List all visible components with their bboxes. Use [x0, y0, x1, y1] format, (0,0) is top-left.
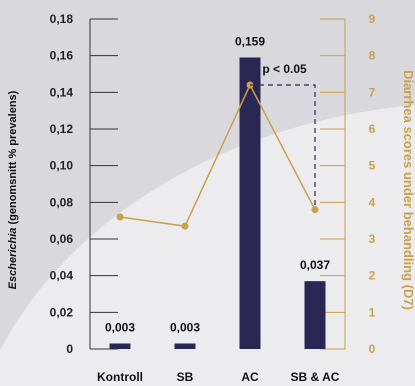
y-axis-label-right: Diarrhea scores under behandling (D7) [401, 70, 415, 310]
right-tick-label: 2 [369, 269, 376, 283]
bar-data-label: 0,159 [235, 35, 265, 49]
right-axis: 0 1 2 3 4 5 6 7 8 9 [320, 12, 376, 356]
left-tick-label: 0,10 [50, 159, 74, 173]
category-label: SB [177, 370, 194, 384]
left-tick-label: 0,12 [50, 122, 74, 136]
bar-data-label: 0,037 [300, 258, 330, 272]
line-point [116, 213, 124, 221]
category-labels: Kontroll SB AC SB & AC [97, 370, 340, 384]
left-tick-label: 0,02 [50, 305, 74, 319]
left-tick-label: 0,16 [50, 49, 74, 63]
bars [109, 57, 326, 349]
bar-data-label: 0,003 [105, 321, 135, 335]
left-tick-label: 0,04 [50, 269, 74, 283]
category-label: Kontroll [97, 370, 143, 384]
data-labels: 0,003 0,003 0,159 0,037 [105, 35, 330, 335]
bar [304, 281, 326, 349]
right-tick-label: 3 [369, 232, 376, 246]
category-label: AC [241, 370, 259, 384]
line-point [181, 222, 189, 230]
line-point [311, 206, 319, 214]
y-axis-label-left-rest: (genomsnitt % prevalens) [7, 90, 19, 227]
right-tick-label: 8 [369, 49, 376, 63]
line-series [116, 81, 319, 230]
line-path [119, 83, 316, 227]
right-tick-label: 4 [369, 195, 376, 209]
right-tick-label: 5 [369, 159, 376, 173]
left-tick-label: 0 [66, 342, 73, 356]
y-axis-label-left-italic: Escherichia [7, 228, 19, 290]
right-tick-label: 1 [369, 305, 376, 319]
left-tick-label: 0,14 [50, 85, 74, 99]
annotation-text: p < 0.05 [262, 62, 307, 76]
right-tick-label: 6 [369, 122, 376, 136]
left-tick-label: 0,08 [50, 195, 74, 209]
left-tick-label: 0,06 [50, 232, 74, 246]
bar [109, 343, 131, 349]
annotation-bracket [250, 84, 316, 206]
y-axis-label-left: Escherichia (genomsnitt % prevalens) [7, 90, 19, 289]
right-tick-label: 9 [369, 12, 376, 26]
category-label: SB & AC [291, 370, 340, 384]
significance-annotation: p < 0.05 [250, 62, 316, 206]
bar [239, 57, 261, 349]
left-axis: 0 0,02 0,04 0,06 0,08 0,10 0,12 0,14 0,16 0,18 [50, 12, 118, 356]
bar [174, 343, 196, 349]
left-tick-label: 0,18 [50, 12, 74, 26]
bar-data-label: 0,003 [170, 321, 200, 335]
right-tick-label: 7 [369, 85, 376, 99]
right-tick-label: 0 [369, 342, 376, 356]
